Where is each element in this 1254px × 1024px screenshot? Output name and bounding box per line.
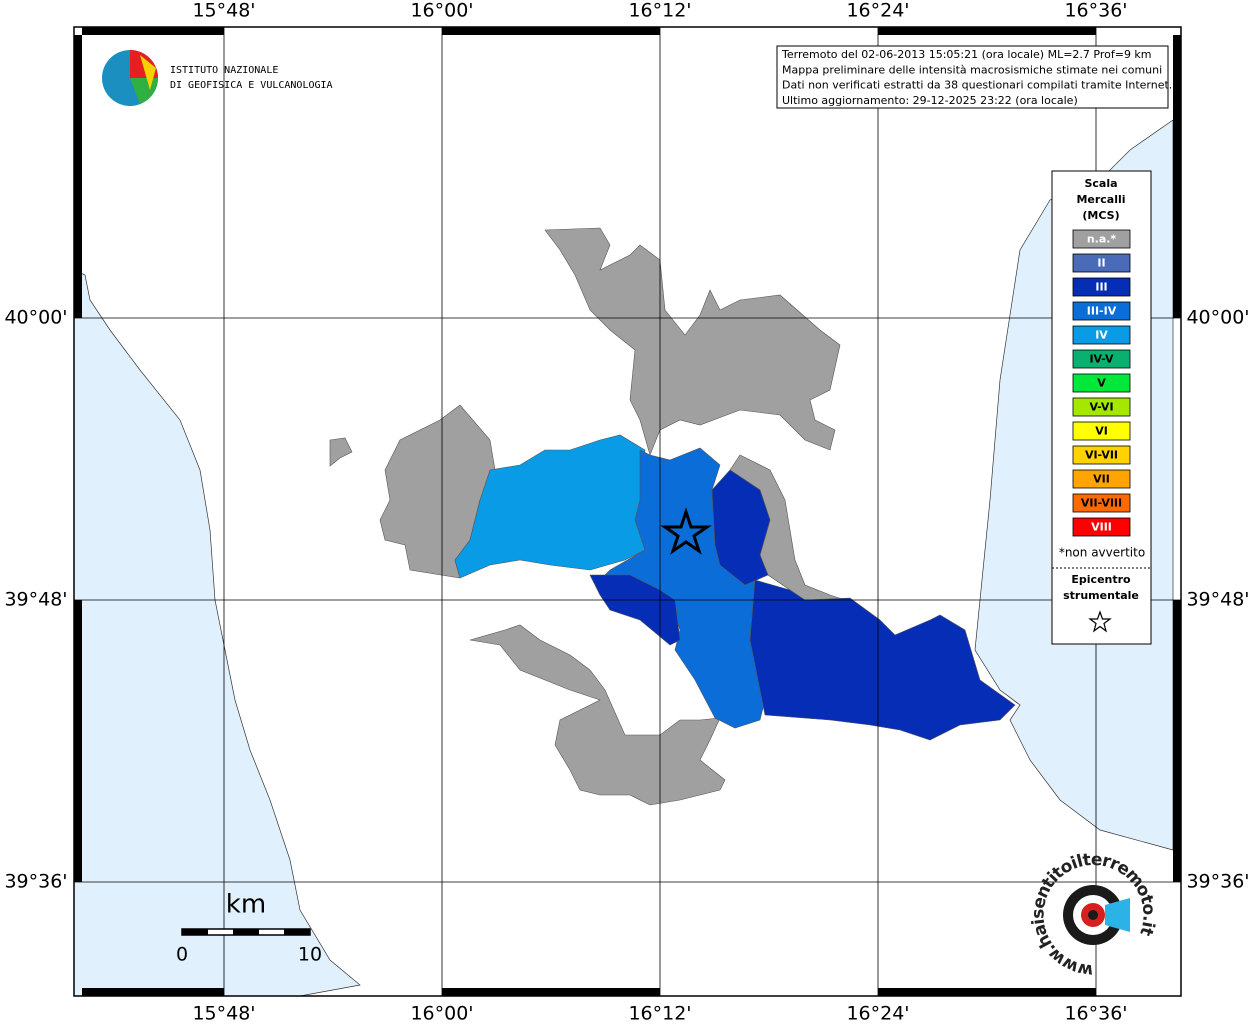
watermark-ring — [1088, 910, 1098, 920]
lon-label: 16°12' — [628, 1003, 691, 1024]
legend-label: IV-V — [1089, 353, 1114, 366]
frame-segment — [82, 27, 224, 35]
frame-segment — [1173, 35, 1181, 318]
legend-title: (MCS) — [1082, 209, 1119, 222]
legend-swatch — [1072, 277, 1131, 297]
legend-label: III-IV — [1087, 305, 1117, 318]
info-line: Mappa preliminare delle intensità macros… — [782, 63, 1162, 76]
lon-label: 15°48' — [192, 1003, 255, 1024]
lon-label: 16°00' — [410, 1003, 473, 1024]
region — [599, 447, 766, 729]
legend-label: III — [1095, 281, 1107, 294]
region — [711, 469, 771, 586]
info-line: Terremoto del 02-06-2013 15:05:21 (ora l… — [781, 48, 1152, 61]
frame-segment — [74, 35, 82, 318]
frame-segment — [1173, 600, 1181, 882]
info-line: Dati non verificati estratti da 38 quest… — [782, 79, 1172, 92]
legend-label: V — [1097, 377, 1106, 390]
legend-label: II — [1097, 257, 1105, 270]
region — [329, 437, 353, 467]
lon-label: 16°24' — [846, 0, 909, 22]
legend-label: n.a.* — [1087, 233, 1117, 246]
legend-swatch — [1072, 445, 1131, 465]
lon-label: 16°00' — [410, 0, 473, 22]
legend-label: VII-VIII — [1081, 497, 1122, 510]
logo-globe-part — [140, 55, 156, 90]
region — [544, 227, 841, 456]
legend-swatch — [1072, 421, 1131, 441]
legend-epicenter: strumentale — [1063, 589, 1139, 602]
legend-label: VI — [1095, 425, 1108, 438]
watermark-speaker — [1105, 898, 1130, 932]
info-line: Ultimo aggiornamento: 29-12-2025 23:22 (… — [782, 94, 1078, 107]
legend-label: IV — [1095, 329, 1108, 342]
legend-title: Mercalli — [1076, 193, 1125, 206]
region — [589, 574, 681, 646]
legend-swatch — [1072, 493, 1131, 513]
region — [469, 624, 726, 806]
legend-swatch — [1072, 469, 1131, 489]
logo-text: ISTITUTO NAZIONALE — [170, 65, 278, 76]
frame-segment — [442, 27, 660, 35]
info-box — [776, 45, 1169, 109]
legend-epicenter: Epicentro — [1071, 573, 1131, 586]
legend-label: VII — [1093, 473, 1110, 486]
legend-label: V-VI — [1089, 401, 1113, 414]
lon-label: 16°36' — [1064, 0, 1127, 22]
lon-label: 15°48' — [192, 0, 255, 22]
legend-swatch — [1072, 325, 1131, 345]
legend-title: Scala — [1084, 177, 1117, 190]
frame-segment — [82, 988, 224, 996]
regions — [329, 227, 1016, 806]
scale-unit: km — [226, 890, 266, 920]
frame-segment — [74, 600, 82, 882]
legend-swatch — [1072, 397, 1131, 417]
lat-label: 40°00' — [1186, 307, 1249, 329]
frame-segment — [878, 27, 1096, 35]
sea — [73, 269, 361, 997]
region — [749, 579, 1016, 741]
scale-bar: km 0 10 — [176, 890, 322, 966]
region — [454, 434, 646, 579]
legend-swatch — [1072, 253, 1131, 273]
legend-label: VI-VII — [1085, 449, 1118, 462]
legend-swatch — [1072, 373, 1131, 393]
legend-swatch — [1072, 229, 1131, 249]
lon-label: 16°36' — [1064, 1003, 1127, 1024]
legend-label: VIII — [1091, 521, 1112, 534]
scale-label: 10 — [298, 944, 322, 966]
frame-segment — [878, 988, 1096, 996]
legend-swatch — [1072, 517, 1131, 537]
lat-label: 39°48' — [4, 589, 67, 611]
lat-label: 39°48' — [1186, 589, 1249, 611]
logo-text: DI GEOFISICA E VULCANOLOGIA — [170, 80, 333, 91]
lon-label: 16°12' — [628, 0, 691, 22]
epicenter-star — [660, 507, 712, 555]
labels: 15°48' 15°48' 16°00' 16°00' 16°12' 16°12' 16°2… — [4, 0, 1249, 1024]
lat-label: 40°00' — [4, 307, 67, 329]
scale-bar-segment — [182, 929, 208, 935]
scale-label: 0 — [176, 944, 188, 966]
legend-swatch — [1072, 301, 1131, 321]
scale-bar-segment — [284, 929, 310, 935]
graticule — [74, 27, 1181, 996]
frame-segment — [442, 988, 660, 996]
scale-bar-segment — [233, 929, 259, 935]
legend-note: *non avvertito — [1059, 546, 1145, 560]
legend-star — [1088, 610, 1112, 633]
lat-label: 39°36' — [1186, 871, 1249, 893]
frame — [73, 26, 1182, 997]
logo: ISTITUTO NAZIONALE DI GEOFISICA E VULCAN… — [102, 50, 333, 106]
lat-label: 39°36' — [4, 871, 67, 893]
lon-label: 16°24' — [846, 1003, 909, 1024]
legend-swatch — [1072, 349, 1131, 369]
